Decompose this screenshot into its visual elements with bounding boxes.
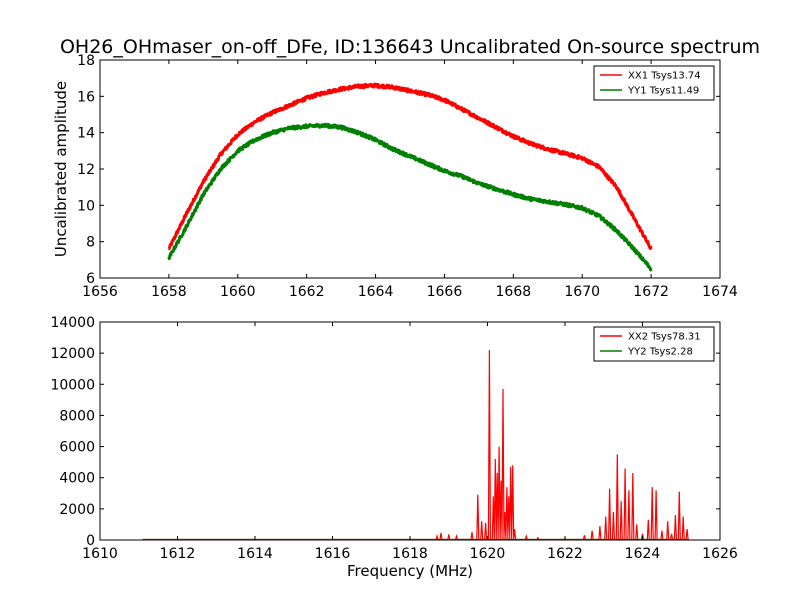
y-tick-label: 8000	[59, 408, 95, 424]
x-tick-label: 1666	[427, 284, 463, 300]
legend-label: XX2 Tsys78.31	[628, 332, 701, 343]
x-tick-label: 1662	[289, 284, 325, 300]
x-tick-label: 1668	[496, 284, 532, 300]
x-tick-label: 1612	[160, 546, 196, 562]
y-tick-label: 2000	[59, 502, 95, 518]
series-line	[167, 122, 653, 272]
y-tick-label: 18	[77, 53, 95, 69]
bottom-axes: 1610 1612 1614 1616 1618 1620 1622 1624 1626 0 20…	[50, 315, 737, 580]
top-axes: 1656 1658 1660 1662 1664 1666 1668 1670 1672 1674…	[52, 53, 738, 300]
x-tick-label: 1672	[633, 284, 669, 300]
y-tick-label: 16	[77, 89, 95, 105]
y-tick-label: 12000	[50, 346, 95, 362]
series-line	[167, 82, 653, 251]
legend-box	[593, 326, 715, 362]
y-tick-label: 10	[77, 198, 95, 214]
x-tick-label: 1658	[151, 284, 187, 300]
legend-label: XX1 Tsys13.74	[628, 71, 701, 82]
x-tick-label: 1622	[547, 546, 583, 562]
x-tick-label: 1616	[315, 546, 351, 562]
y-tick-label: 6	[86, 271, 95, 287]
y-tick-label: 10000	[50, 377, 95, 393]
x-tick-label: 1626	[702, 546, 738, 562]
y-tick-label: 12	[77, 162, 95, 178]
bottom-x-axis-label: Frequency (MHz)	[347, 562, 473, 580]
x-tick-label: 1610	[82, 546, 118, 562]
legend-label: YY1 Tsys11.49	[627, 86, 699, 97]
x-tick-label: 1660	[220, 284, 256, 300]
y-tick-label: 14000	[50, 315, 95, 331]
y-tick-label: 14	[77, 126, 95, 142]
chart-title: OH26_OHmaser_on-off_DFe, ID:136643 Uncal…	[60, 36, 760, 58]
y-tick-label: 8	[86, 235, 95, 251]
y-tick-label: 6000	[59, 440, 95, 456]
x-tick-label: 1670	[564, 284, 600, 300]
x-tick-label: 1656	[82, 284, 118, 300]
legend-box	[593, 65, 715, 101]
y-tick-label: 4000	[59, 471, 95, 487]
x-tick-label: 1664	[358, 284, 394, 300]
x-tick-label: 1614	[237, 546, 273, 562]
x-tick-label: 1618	[392, 546, 428, 562]
x-tick-label: 1674	[702, 284, 738, 300]
x-tick-label: 1624	[625, 546, 661, 562]
y-tick-label: 0	[86, 533, 95, 549]
x-tick-label: 1620	[470, 546, 506, 562]
top-y-axis-label: Uncalibrated amplitude	[52, 81, 70, 257]
legend-label: YY2 Tsys2.28	[627, 347, 693, 358]
